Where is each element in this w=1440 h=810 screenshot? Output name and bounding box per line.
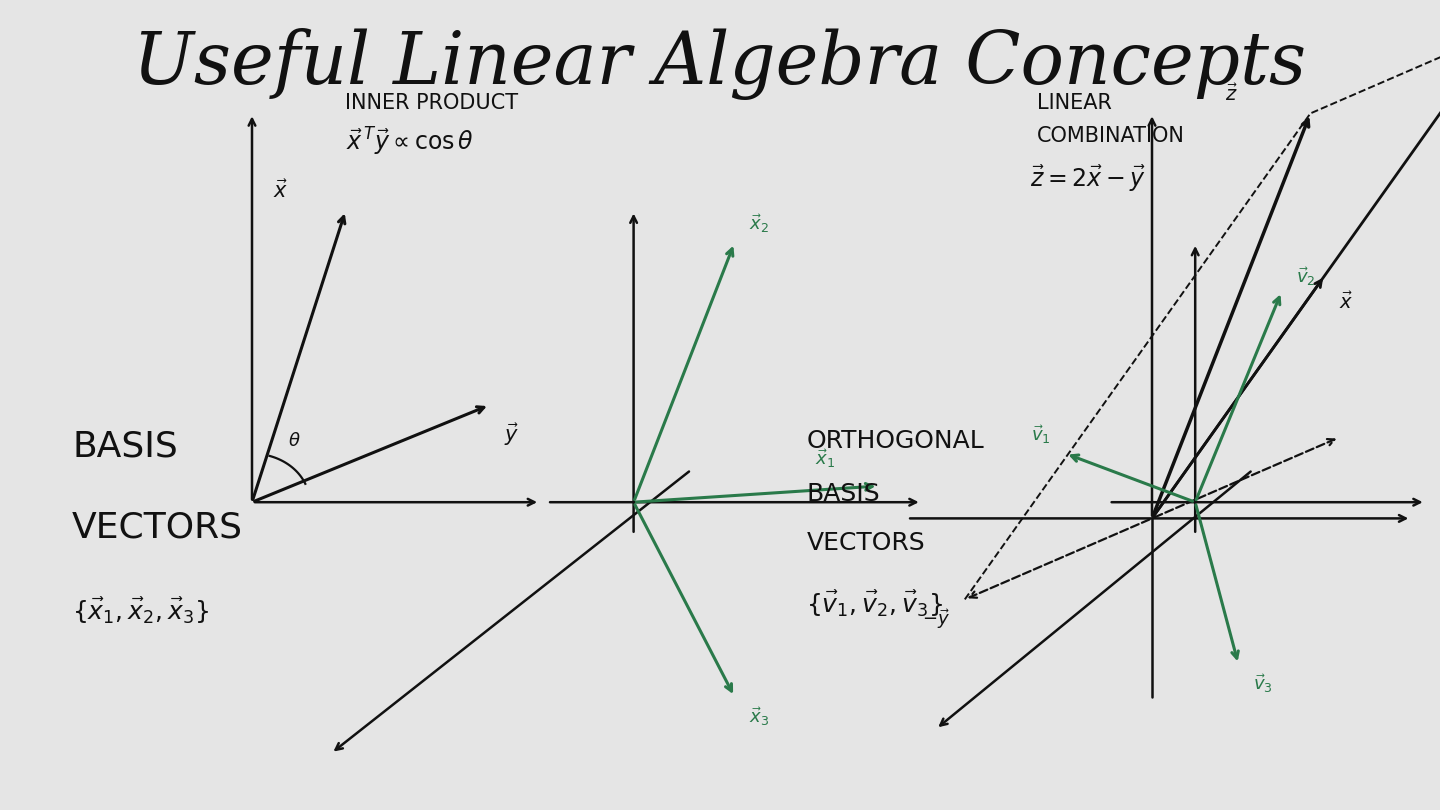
Text: LINEAR: LINEAR [1037, 93, 1112, 113]
Text: $\vec{z} = 2\vec{x} - \vec{y}$: $\vec{z} = 2\vec{x} - \vec{y}$ [1030, 164, 1145, 194]
Text: $\vec{y}$: $\vec{y}$ [504, 421, 518, 448]
Text: $\vec{x}_3$: $\vec{x}_3$ [749, 705, 769, 727]
Text: $\vec{x}$: $\vec{x}$ [1339, 292, 1354, 313]
Text: VECTORS: VECTORS [72, 510, 243, 544]
Text: $\vec{x}_1$: $\vec{x}_1$ [815, 447, 835, 470]
Text: $\vec{x}_2$: $\vec{x}_2$ [749, 212, 769, 235]
Text: INNER PRODUCT: INNER PRODUCT [346, 93, 518, 113]
Text: COMBINATION: COMBINATION [1037, 126, 1185, 146]
Text: $\theta$: $\theta$ [288, 432, 301, 450]
Text: BASIS: BASIS [72, 429, 177, 463]
Text: $\vec{v}_1$: $\vec{v}_1$ [1031, 423, 1051, 446]
Text: $\vec{v}_2$: $\vec{v}_2$ [1296, 265, 1316, 288]
Text: $-\vec{y}$: $-\vec{y}$ [923, 608, 950, 631]
Text: $\vec{x}^{\,T}\vec{y} \propto \cos\theta$: $\vec{x}^{\,T}\vec{y} \propto \cos\theta… [347, 126, 474, 158]
Text: VECTORS: VECTORS [806, 531, 924, 555]
Text: ORTHOGONAL: ORTHOGONAL [806, 429, 984, 454]
Text: $\vec{v}_3$: $\vec{v}_3$ [1253, 672, 1273, 695]
Text: $\vec{z}$: $\vec{z}$ [1225, 84, 1238, 105]
Text: Useful Linear Algebra Concepts: Useful Linear Algebra Concepts [134, 28, 1306, 100]
Text: $\{\vec{x}_1, \vec{x}_2, \vec{x}_3\}$: $\{\vec{x}_1, \vec{x}_2, \vec{x}_3\}$ [72, 595, 209, 625]
Text: BASIS: BASIS [806, 482, 880, 506]
Text: $\vec{x}$: $\vec{x}$ [274, 180, 288, 202]
Text: $\{\vec{v}_1, \vec{v}_2, \vec{v}_3\}$: $\{\vec{v}_1, \vec{v}_2, \vec{v}_3\}$ [806, 589, 943, 619]
